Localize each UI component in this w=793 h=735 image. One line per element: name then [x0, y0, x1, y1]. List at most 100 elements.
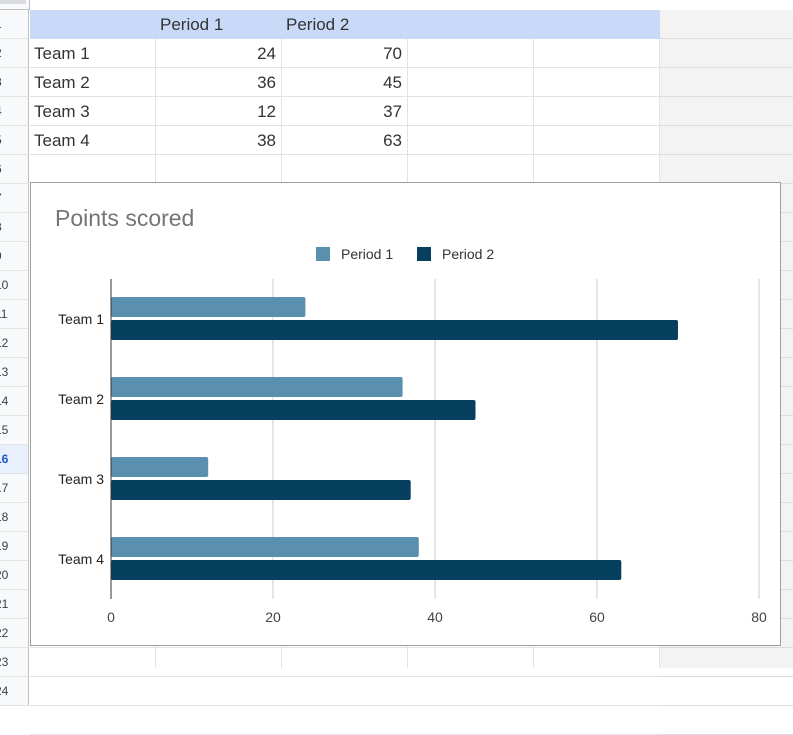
row-gridline	[30, 154, 793, 155]
row-number: 17	[0, 481, 9, 495]
row-number: 9	[0, 249, 2, 263]
row-gridline	[30, 647, 793, 648]
out-of-range-gridline	[660, 125, 793, 126]
bar-2	[111, 560, 622, 580]
header-cell-period-1[interactable]: Period 1	[160, 15, 224, 34]
table-cell-team[interactable]: Team 3	[34, 102, 90, 121]
table-cell-period-2[interactable]: 70	[383, 44, 402, 63]
bar-1	[111, 297, 306, 317]
row-header[interactable]: 14	[0, 387, 29, 416]
row-header[interactable]: 3	[0, 68, 29, 97]
table-header-band	[30, 10, 660, 39]
row-number: 15	[0, 423, 9, 437]
row-header[interactable]: 9	[0, 242, 29, 271]
row-number: 4	[0, 104, 2, 118]
row-gridline	[30, 125, 793, 126]
y-tick-label: Team 3	[58, 471, 104, 487]
row-gridline	[30, 67, 793, 68]
y-tick-label: Team 2	[58, 391, 104, 407]
row-header[interactable]: 23	[0, 648, 29, 677]
row-header[interactable]: 24	[0, 677, 29, 706]
table-cell-period-2[interactable]: 63	[383, 131, 402, 150]
row-number: 10	[0, 278, 9, 292]
bar-2	[111, 320, 678, 340]
row-header[interactable]: 6	[0, 155, 29, 184]
table-cell-period-1[interactable]: 38	[257, 131, 276, 150]
row-header[interactable]: 8	[0, 213, 29, 242]
select-all-corner[interactable]	[0, 0, 30, 10]
row-number: 6	[0, 162, 2, 176]
legend-swatch	[417, 247, 431, 261]
row-number: 19	[0, 539, 9, 553]
row-number: 16	[0, 452, 9, 466]
row-number: 14	[0, 394, 9, 408]
row-number: 3	[0, 75, 2, 89]
corner-tab	[0, 0, 26, 4]
row-header[interactable]: 7	[0, 184, 29, 213]
out-of-range-gridline	[660, 705, 793, 706]
row-number: 7	[0, 191, 2, 205]
row-header[interactable]: 10	[0, 271, 29, 300]
row-header[interactable]: 19	[0, 532, 29, 561]
table-cell-period-2[interactable]: 37	[383, 102, 402, 121]
table-cell-team[interactable]: Team 4	[34, 131, 90, 150]
table-cell-team[interactable]: Team 1	[34, 44, 90, 63]
table-cell-period-2[interactable]: 45	[383, 73, 402, 92]
out-of-range-gridline	[660, 67, 793, 68]
row-header[interactable]: 20	[0, 561, 29, 590]
row-header[interactable]: 17	[0, 474, 29, 503]
row-number: 8	[0, 220, 2, 234]
row-number: 24	[0, 684, 9, 698]
y-tick-label: Team 4	[58, 551, 104, 567]
row-number: 18	[0, 510, 9, 524]
chart-title: Points scored	[55, 205, 194, 231]
table-cell-period-1[interactable]: 24	[257, 44, 276, 63]
legend-label: Period 2	[442, 246, 494, 262]
row-number: 11	[0, 307, 8, 321]
row-header[interactable]: 2	[0, 39, 29, 68]
row-header[interactable]: 18	[0, 503, 29, 532]
bar-chart: Points scored Period 1 Period 2 Team 1 Team …	[55, 205, 767, 625]
legend-swatch	[316, 247, 330, 261]
row-gridline	[30, 96, 793, 97]
x-tick-label: 20	[265, 609, 281, 625]
embedded-chart[interactable]: Points scored Period 1 Period 2 Team 1 Team …	[30, 182, 781, 646]
bar-1	[111, 377, 403, 397]
x-tick-label: 60	[589, 609, 605, 625]
row-header[interactable]: 21	[0, 590, 29, 619]
row-header[interactable]: 13	[0, 358, 29, 387]
out-of-range-gridline	[660, 676, 793, 677]
row-number: 23	[0, 655, 9, 669]
row-number: 2	[0, 46, 2, 60]
row-number: 13	[0, 365, 9, 379]
row-header[interactable]: 12	[0, 329, 29, 358]
row-number: 20	[0, 568, 9, 582]
out-of-range-gridline	[660, 38, 793, 39]
row-header[interactable]: 5	[0, 126, 29, 155]
row-number: 1	[0, 17, 2, 31]
row-number: 5	[0, 133, 2, 147]
row-header[interactable]: 11	[0, 300, 29, 329]
row-header[interactable]: 1	[0, 10, 29, 39]
x-tick-label: 40	[427, 609, 443, 625]
row-number: 21	[0, 597, 9, 611]
table-cell-period-1[interactable]: 12	[257, 102, 276, 121]
row-number: 12	[0, 336, 9, 350]
row-header[interactable]: 4	[0, 97, 29, 126]
bar-2	[111, 480, 411, 500]
row-header[interactable]: 16	[0, 445, 29, 474]
header-cell-period-2[interactable]: Period 2	[286, 15, 350, 34]
table-cell-period-1[interactable]: 36	[257, 73, 276, 92]
legend-label: Period 1	[341, 246, 393, 262]
x-tick-label: 0	[107, 609, 115, 625]
bar-1	[111, 457, 209, 477]
out-of-range-gridline	[660, 154, 793, 155]
bar-2	[111, 400, 476, 420]
table-cell-team[interactable]: Team 2	[34, 73, 90, 92]
out-of-range-gridline	[660, 96, 793, 97]
row-header[interactable]: 15	[0, 416, 29, 445]
y-tick-label: Team 1	[58, 311, 104, 327]
row-header[interactable]: 22	[0, 619, 29, 648]
row-number: 22	[0, 626, 9, 640]
out-of-range-gridline	[660, 647, 793, 648]
